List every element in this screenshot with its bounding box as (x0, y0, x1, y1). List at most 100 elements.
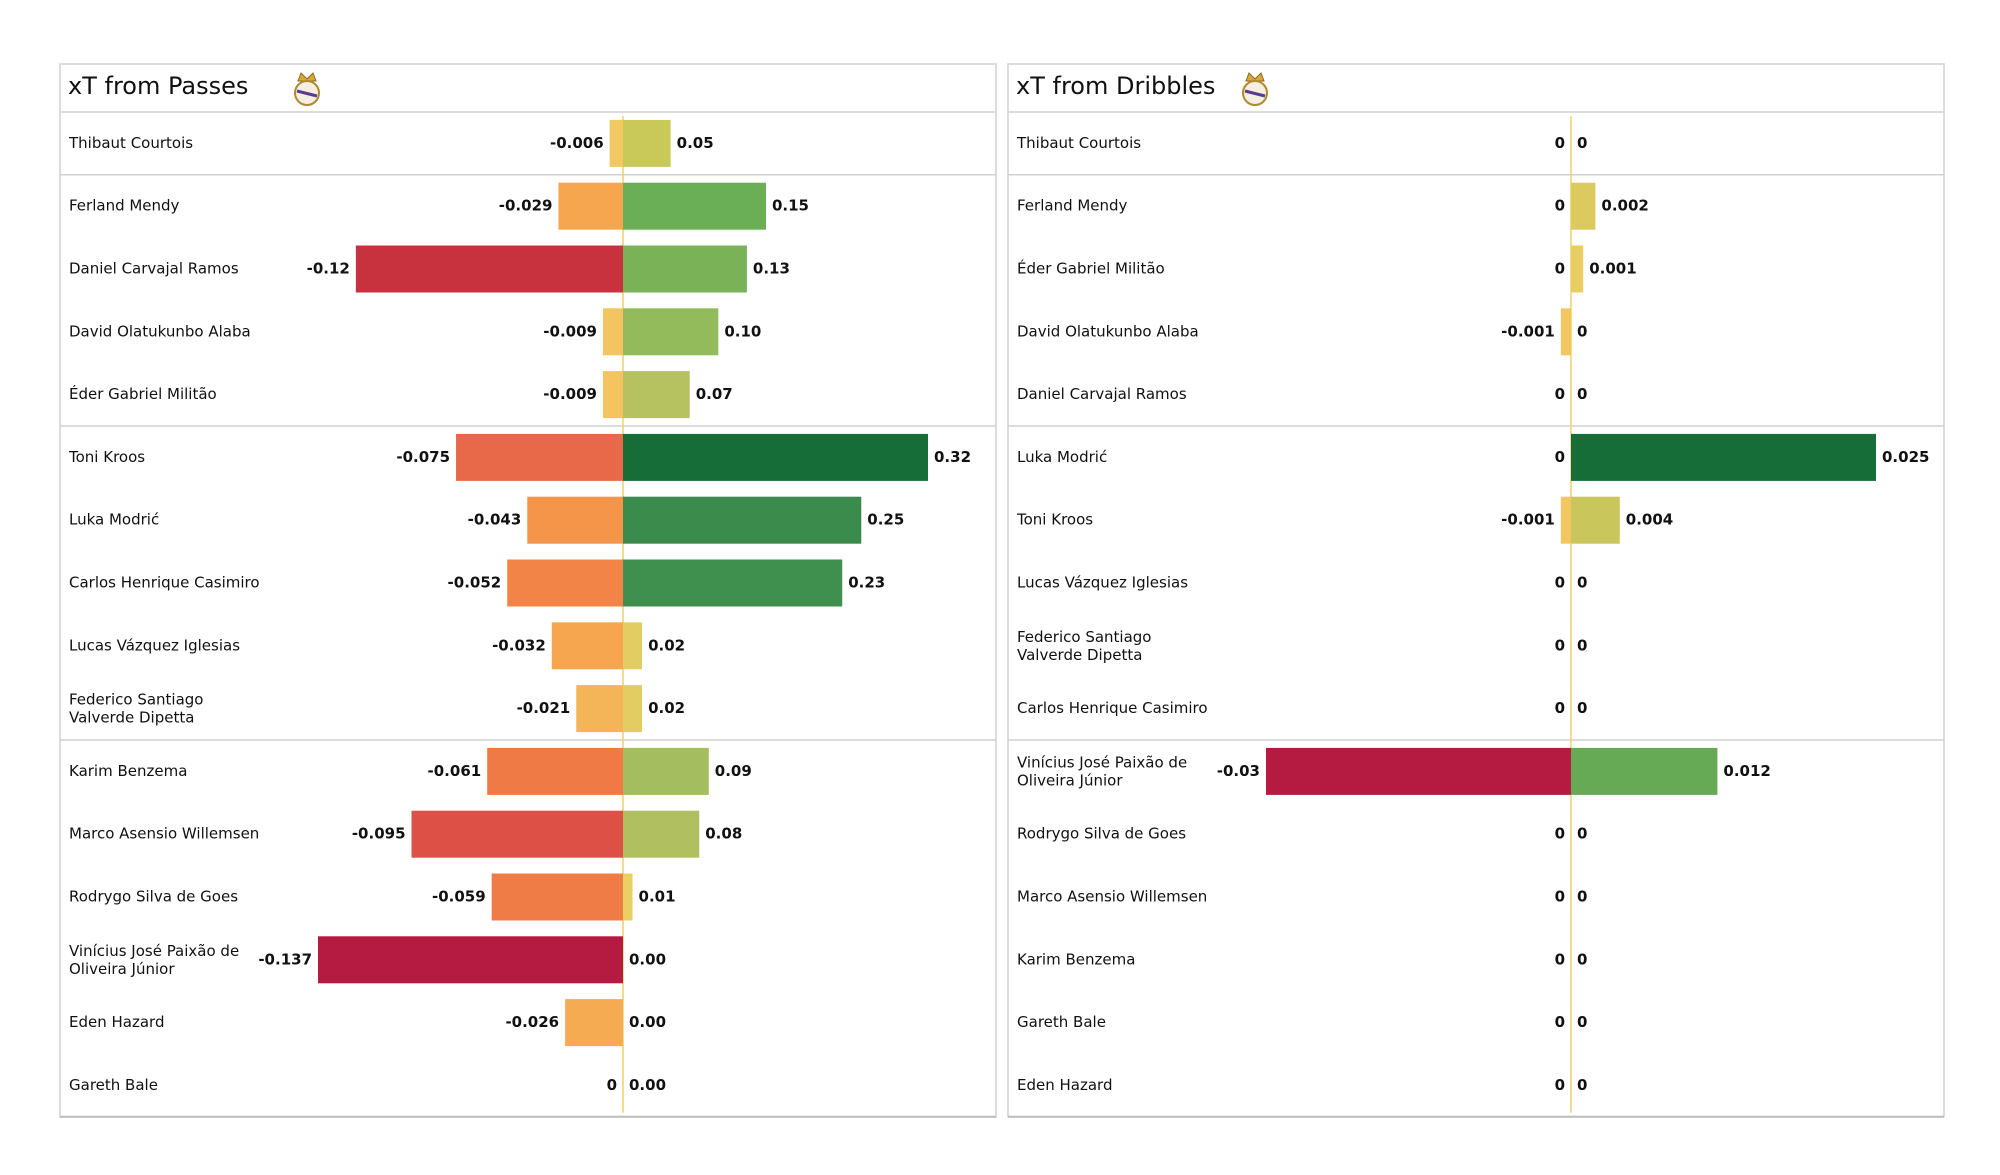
bar (1571, 245, 1584, 293)
panel-title: xT from Passes (68, 72, 248, 100)
value-label: -0.029 (499, 197, 553, 215)
bar (565, 999, 623, 1047)
value-label: -0.021 (517, 699, 571, 717)
bar (491, 873, 623, 921)
value-label: -0.043 (468, 511, 522, 529)
value-label: 0.025 (1882, 448, 1929, 466)
value-label: 0 (1555, 574, 1565, 592)
value-label: 0.00 (629, 1013, 666, 1031)
value-label: 0 (1555, 134, 1565, 152)
bar (623, 119, 671, 167)
player-name: Ferland Mendy (1017, 197, 1128, 215)
value-label: 0 (1555, 950, 1565, 968)
bar (623, 496, 862, 544)
value-label: 0 (1577, 322, 1587, 340)
value-label: -0.006 (550, 134, 604, 152)
panel: xT from Passes Thibaut Courtois -0.006 0.05… (59, 63, 997, 1118)
player-name: Federico Santiago Valverde Dipetta (1017, 627, 1151, 663)
player-name: Lucas Vázquez Iglesias (1017, 574, 1188, 592)
value-label: -0.059 (432, 888, 486, 906)
bar (1571, 747, 1718, 795)
value-label: 0 (1555, 825, 1565, 843)
crest-band (296, 89, 318, 98)
value-label: -0.095 (352, 825, 406, 843)
value-label: 0.00 (629, 1076, 666, 1094)
bar (623, 308, 719, 356)
crest-band (1244, 89, 1266, 98)
player-name: Thibaut Courtois (1016, 134, 1141, 152)
value-label: 0 (1555, 888, 1565, 906)
value-label: 0 (1555, 260, 1565, 278)
bar (1571, 182, 1596, 230)
value-label: 0.15 (772, 197, 809, 215)
bar (1560, 496, 1571, 544)
value-label: 0 (1577, 1076, 1587, 1094)
value-label: 0.05 (677, 134, 714, 152)
value-label: 0.10 (724, 322, 761, 340)
bar (1266, 747, 1571, 795)
bar (551, 622, 623, 670)
panel-title: xT from Dribbles (1016, 72, 1215, 100)
player-name: Toni Kroos (68, 448, 145, 466)
player-name: Luka Modrić (1017, 448, 1107, 466)
value-label: 0 (1577, 636, 1587, 654)
bar (623, 433, 928, 481)
player-name: Eden Hazard (69, 1013, 164, 1031)
value-label: 0.13 (753, 260, 790, 278)
player-name: Gareth Bale (69, 1076, 158, 1094)
crest-crown (1245, 72, 1265, 82)
bar (527, 496, 623, 544)
player-name: Carlos Henrique Casimiro (69, 574, 260, 592)
bar (318, 936, 623, 984)
player-name: Éder Gabriel Militão (69, 384, 217, 403)
player-name: Éder Gabriel Militão (1017, 259, 1165, 278)
bar (623, 685, 643, 733)
player-name: David Olatukunbo Alaba (69, 322, 251, 340)
player-name: Daniel Carvajal Ramos (69, 260, 239, 278)
value-label: -0.032 (492, 636, 546, 654)
value-label: 0.02 (648, 699, 685, 717)
value-label: 0 (1577, 574, 1587, 592)
value-label: 0.32 (934, 448, 971, 466)
value-label: 0 (1577, 699, 1587, 717)
value-label: 0 (1577, 1013, 1587, 1031)
player-name: Vinícius José Paixão de Oliveira Júnior (1017, 753, 1187, 789)
crest-crown (297, 72, 317, 82)
value-label: 0.23 (848, 574, 885, 592)
player-name: Karim Benzema (69, 762, 187, 780)
player-name: Thibaut Courtois (68, 134, 193, 152)
bar (1560, 308, 1571, 356)
bar (602, 371, 623, 419)
value-label: -0.12 (307, 260, 350, 278)
value-label: -0.001 (1501, 322, 1555, 340)
bar (1571, 433, 1876, 481)
player-name: Eden Hazard (1017, 1076, 1112, 1094)
value-label: 0 (607, 1076, 617, 1094)
value-label: 0.25 (867, 511, 904, 529)
value-label: 0 (1555, 197, 1565, 215)
value-label: -0.009 (543, 322, 597, 340)
player-name: Toni Kroos (1016, 511, 1093, 529)
value-label: -0.009 (543, 385, 597, 403)
bar (623, 873, 633, 921)
player-name: Carlos Henrique Casimiro (1017, 699, 1208, 717)
value-label: 0.09 (715, 762, 752, 780)
value-label: -0.075 (396, 448, 450, 466)
bar (623, 810, 700, 858)
value-label: 0 (1555, 448, 1565, 466)
player-name: Rodrygo Silva de Goes (69, 888, 238, 906)
bar (507, 559, 623, 607)
value-label: 0.001 (1589, 260, 1636, 278)
value-label: 0.012 (1723, 762, 1770, 780)
value-label: -0.026 (505, 1013, 559, 1031)
bar (623, 371, 690, 419)
player-name: Lucas Vázquez Iglesias (69, 636, 240, 654)
bar (576, 685, 623, 733)
player-name: Rodrygo Silva de Goes (1017, 825, 1186, 843)
bar (623, 747, 709, 795)
value-label: 0.07 (696, 385, 733, 403)
bar (355, 245, 623, 293)
value-label: 0 (1555, 1076, 1565, 1094)
bar (623, 559, 843, 607)
